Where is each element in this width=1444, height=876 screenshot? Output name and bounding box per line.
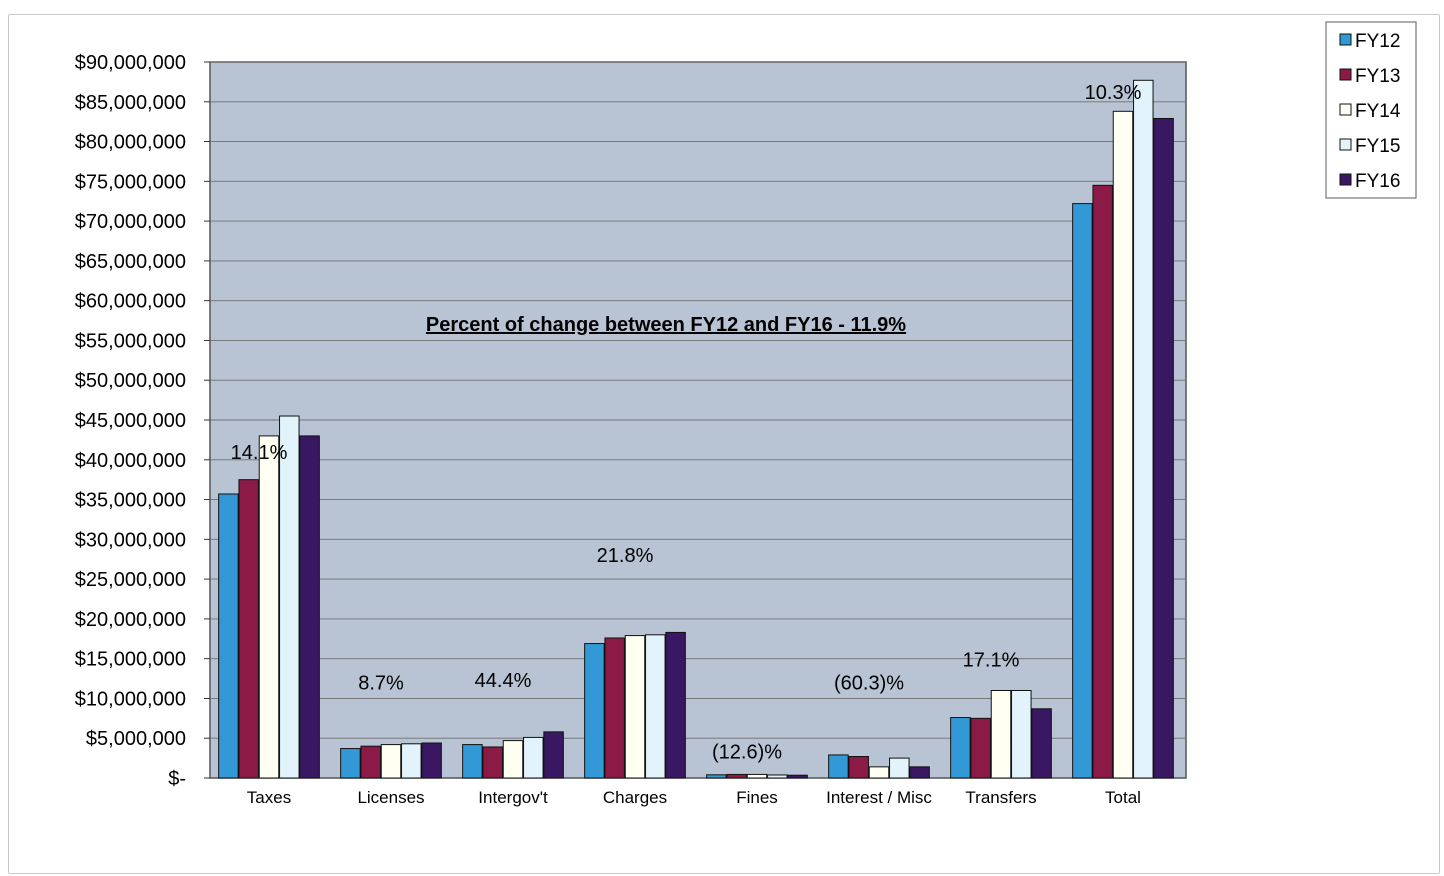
bar-fy13-1 — [360, 745, 381, 779]
bar-fy15-3 — [645, 634, 666, 779]
bar-fy15-0 — [279, 415, 300, 779]
bar-fy12-0 — [218, 493, 239, 779]
y-tick-label: $55,000,000 — [75, 330, 186, 352]
legend: FY12 FY13 FY14 FY15 FY16 — [1325, 21, 1417, 199]
y-tick-label: $85,000,000 — [75, 92, 186, 114]
x-tick-label: Total — [1105, 788, 1141, 807]
bar-fy14-7 — [1112, 110, 1134, 779]
legend-swatch-fy12 — [1339, 33, 1352, 46]
legend-label-fy12: FY12 — [1355, 31, 1400, 52]
x-tick-label: Intergov't — [478, 788, 548, 807]
percent-change-label: 17.1% — [963, 649, 1020, 671]
x-tick-label: Interest / Misc — [826, 788, 932, 807]
y-tick-label: $90,000,000 — [75, 52, 186, 74]
legend-swatch-fy16 — [1339, 173, 1352, 186]
bar-fy14-3 — [624, 635, 646, 779]
y-tick-label: $65,000,000 — [75, 251, 186, 273]
bar-fy13-4 — [726, 773, 747, 779]
y-tick-label: $15,000,000 — [75, 649, 186, 671]
bar-fy15-4 — [767, 774, 788, 779]
gridlines — [204, 61, 1186, 779]
bar-fy15-1 — [401, 743, 422, 779]
bar-fy12-5 — [828, 754, 849, 779]
bar-fy13-3 — [604, 637, 625, 779]
bar-fy16-4 — [787, 774, 808, 779]
x-tick-label: Fines — [736, 788, 778, 807]
bar-fy16-0 — [299, 435, 320, 779]
x-tick-label: Transfers — [965, 788, 1036, 807]
chart-frame — [8, 14, 1440, 874]
y-tick-label: $20,000,000 — [75, 609, 186, 631]
bar-fy16-7 — [1153, 117, 1174, 779]
bar-fy16-2 — [543, 731, 564, 779]
legend-label-fy16: FY16 — [1355, 171, 1400, 192]
percent-change-label: 21.8% — [597, 545, 654, 567]
bar-fy15-7 — [1133, 79, 1154, 779]
bar-fy14-2 — [502, 740, 524, 779]
y-tick-label: $70,000,000 — [75, 211, 186, 233]
bar-fy12-1 — [340, 748, 361, 779]
percent-change-label: 14.1% — [231, 442, 288, 464]
x-tick-label: Taxes — [247, 788, 291, 807]
bar-fy13-7 — [1092, 184, 1113, 779]
bar-fy12-3 — [584, 643, 605, 779]
legend-label-fy15: FY15 — [1355, 136, 1400, 157]
bar-fy14-4 — [746, 773, 768, 779]
y-tick-label: $40,000,000 — [75, 450, 186, 472]
bar-fy15-2 — [523, 736, 544, 779]
y-tick-label: $25,000,000 — [75, 569, 186, 591]
bars — [218, 79, 1174, 779]
legend-swatch-fy13 — [1339, 68, 1352, 81]
bar-fy16-3 — [665, 631, 686, 779]
y-tick-label: $30,000,000 — [75, 529, 186, 551]
bar-fy13-0 — [238, 479, 259, 779]
legend-label-fy14: FY14 — [1355, 101, 1401, 122]
percent-change-label: 8.7% — [358, 673, 404, 695]
y-tick-label: $- — [168, 768, 186, 790]
legend-swatch-fy15 — [1339, 138, 1352, 151]
bar-fy14-5 — [868, 766, 890, 779]
bar-fy13-2 — [482, 746, 503, 779]
percent-change-label: 44.4% — [475, 670, 532, 692]
legend-swatch-fy14 — [1339, 103, 1352, 116]
y-tick-label: $50,000,000 — [75, 370, 186, 392]
y-axis-ticks: $- $5,000,000 $10,000,000 $15,000,000 $20,00… — [75, 52, 186, 790]
percent-change-label: (60.3)% — [834, 673, 904, 695]
y-tick-label: $75,000,000 — [75, 171, 186, 193]
y-tick-label: $35,000,000 — [75, 490, 186, 512]
chart-annotation: Percent of change between FY12 and FY16 … — [426, 314, 906, 336]
bar-fy14-6 — [990, 689, 1012, 779]
legend-label-fy13: FY13 — [1355, 66, 1400, 87]
y-tick-label: $45,000,000 — [75, 410, 186, 432]
percent-change-label: (12.6)% — [712, 742, 782, 764]
x-axis-ticks: Taxes Licenses Intergov't Charges Fines Inter… — [247, 788, 1141, 807]
bar-fy12-6 — [950, 717, 971, 779]
percent-change-label: 10.3% — [1085, 82, 1142, 104]
bar-fy15-5 — [889, 757, 910, 779]
bar-fy15-6 — [1011, 689, 1032, 779]
bar-fy14-1 — [380, 744, 402, 779]
y-tick-label: $60,000,000 — [75, 291, 186, 313]
y-tick-label: $5,000,000 — [86, 728, 186, 750]
percent-labels: 14.1% 8.7% 44.4% 21.8% (12.6)% (60.3)% 17.1% 10… — [231, 82, 1142, 764]
y-tick-label: $80,000,000 — [75, 132, 186, 154]
bar-fy13-5 — [848, 756, 869, 779]
bar-fy12-2 — [462, 744, 483, 779]
bar-fy14-0 — [258, 435, 280, 779]
bar-fy13-6 — [970, 717, 991, 779]
x-tick-label: Licenses — [357, 788, 424, 807]
bar-fy12-4 — [706, 774, 727, 779]
bar-fy12-7 — [1072, 203, 1093, 779]
bar-fy16-6 — [1031, 708, 1052, 779]
bar-fy16-1 — [421, 742, 442, 779]
x-tick-label: Charges — [603, 788, 667, 807]
y-tick-label: $10,000,000 — [75, 688, 186, 710]
bar-fy16-5 — [909, 766, 930, 779]
